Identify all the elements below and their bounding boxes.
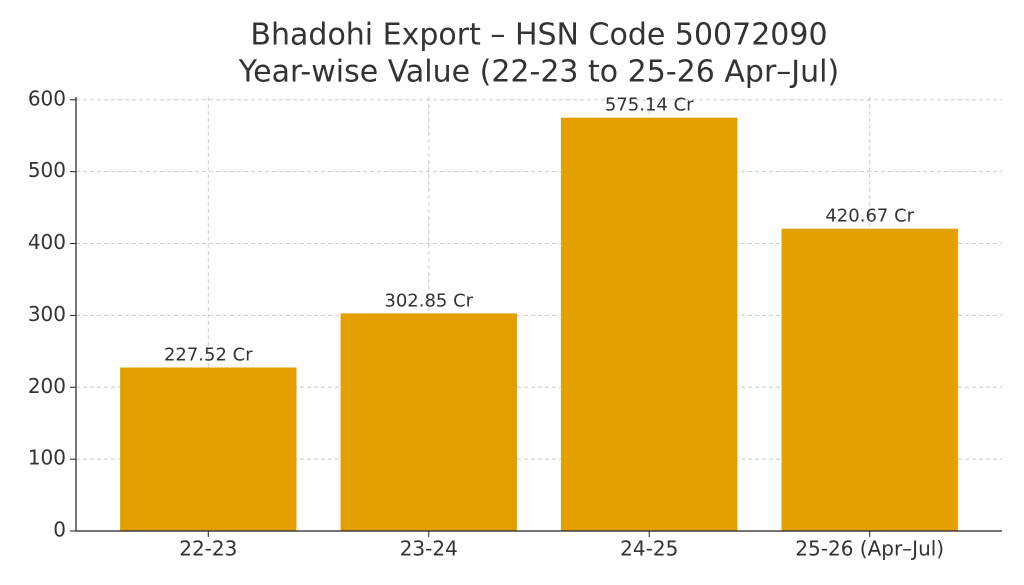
chart-subtitle: Year-wise Value (22-23 to 25-26 Apr–Jul)	[238, 55, 839, 90]
x-tick-label: 22-23	[179, 537, 237, 561]
bar	[340, 313, 517, 531]
x-tick-label: 25-26 (Apr–Jul)	[795, 537, 944, 561]
y-tick-label: 0	[53, 518, 66, 542]
bar	[781, 228, 958, 531]
y-tick-label: 200	[28, 374, 66, 398]
value-label: 227.52 Cr	[164, 344, 253, 365]
chart-title: Bhadohi Export – HSN Code 50072090	[250, 18, 827, 53]
value-label: 420.67 Cr	[825, 206, 914, 227]
bar	[561, 117, 738, 532]
y-tick-label: 500	[28, 158, 66, 182]
x-tick-label: 23-24	[400, 537, 458, 561]
bar	[120, 367, 297, 531]
x-tick-label: 24-25	[620, 537, 678, 561]
value-label: 575.14 Cr	[605, 95, 694, 116]
y-tick-label: 400	[28, 230, 66, 254]
value-label: 302.85 Cr	[384, 290, 473, 311]
y-tick-label: 600	[28, 86, 66, 110]
y-tick-label: 100	[28, 446, 66, 470]
y-tick-label: 300	[28, 302, 66, 326]
